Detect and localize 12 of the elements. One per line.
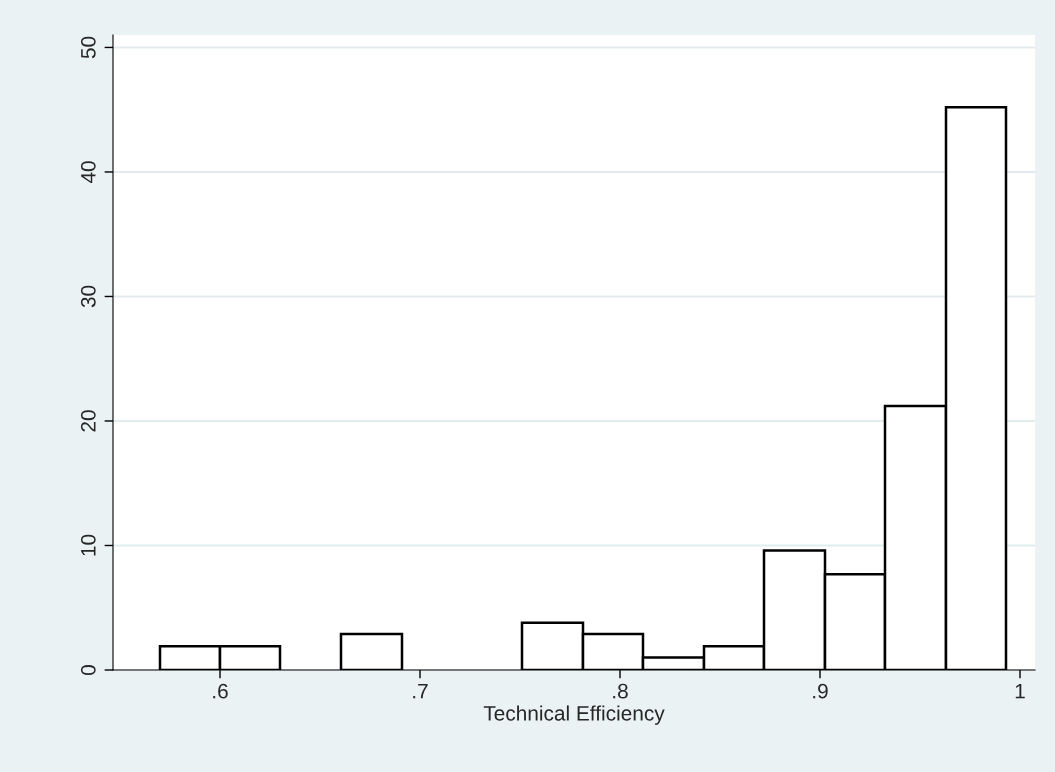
y-tick-label: 50: [80, 36, 96, 59]
y-tick-label: 40: [80, 161, 96, 184]
y-tick-label: 10: [80, 534, 96, 556]
y-tick-label: 20: [80, 410, 96, 432]
y-tick-label: 0: [80, 665, 96, 675]
x-tick-label: .9: [813, 683, 828, 699]
y-tick-label: 30: [80, 285, 96, 308]
x-axis-title: Technical Efficiency: [483, 705, 665, 725]
x-tick-label: .6: [213, 683, 228, 699]
x-tick-label: .8: [613, 683, 628, 699]
x-tick-label: 1: [1015, 683, 1025, 699]
x-tick-label: .7: [413, 683, 428, 699]
